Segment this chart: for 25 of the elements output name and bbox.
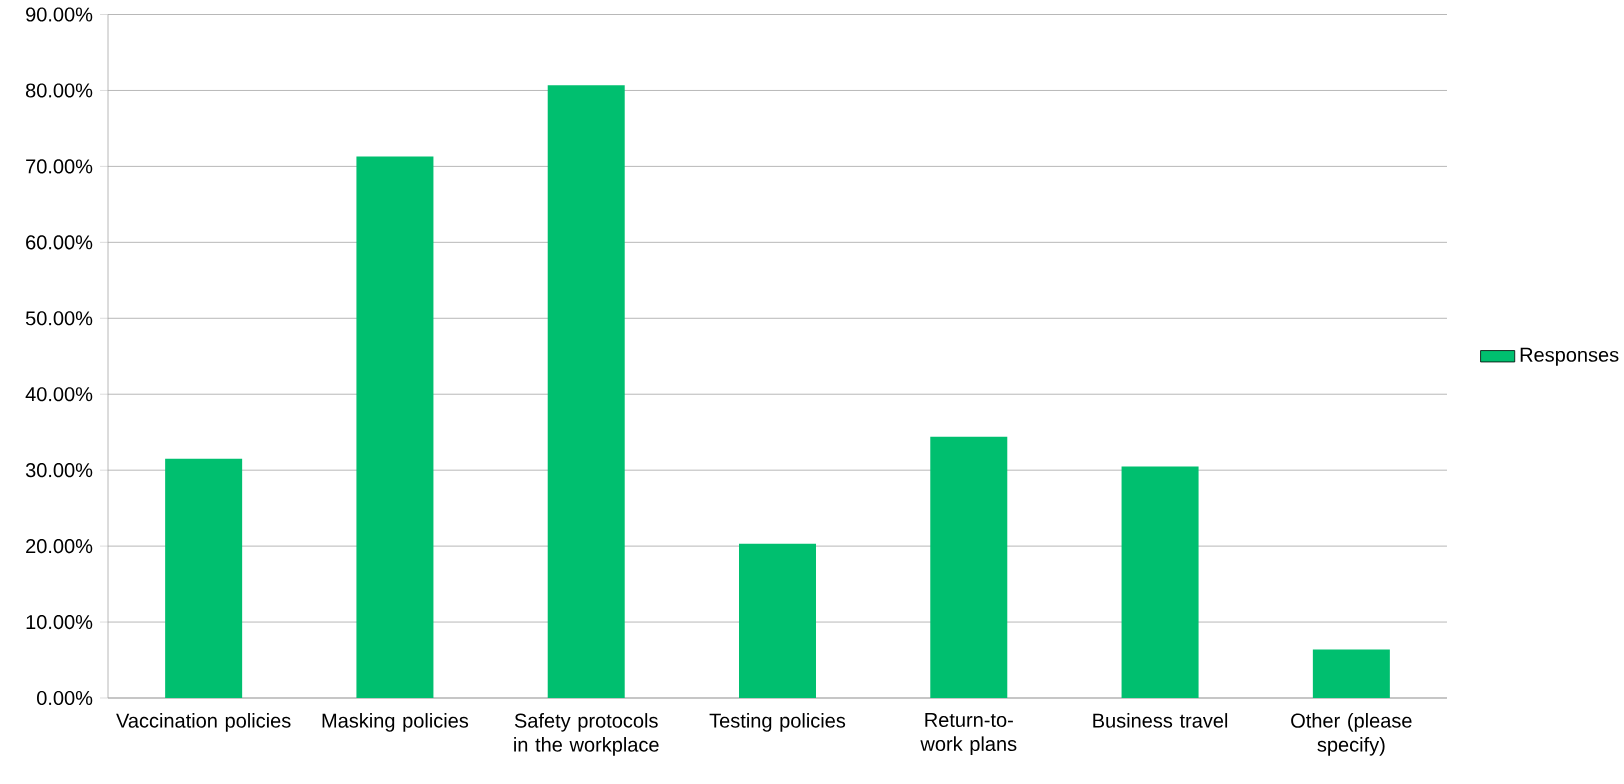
x-tick-label: Vaccination policies bbox=[116, 713, 291, 732]
y-tick-label: 70.00% bbox=[26, 159, 93, 174]
bar bbox=[547, 85, 625, 698]
x-tick-label: Safety protocols in the workplace bbox=[514, 713, 659, 756]
bar bbox=[165, 458, 243, 698]
y-tick-label: 30.00% bbox=[25, 463, 93, 478]
y-tick-label: 80.00% bbox=[25, 83, 93, 98]
bar bbox=[930, 436, 1008, 698]
x-tick-label: Business travel bbox=[1093, 713, 1228, 728]
bar bbox=[739, 543, 816, 698]
x-tick-label: Testing policies bbox=[709, 713, 846, 732]
x-tick-label: Other (please specify) bbox=[1291, 713, 1412, 756]
legend-label: Responses bbox=[1520, 347, 1619, 366]
y-tick-label: 90.00% bbox=[26, 7, 93, 22]
y-tick-label: 50.00% bbox=[25, 311, 93, 326]
bar bbox=[1121, 466, 1199, 698]
x-tick-label: Masking policies bbox=[322, 713, 469, 732]
x-tick-label: Return-to-work plans bbox=[920, 713, 1017, 755]
bar bbox=[1312, 649, 1390, 698]
y-tick-label: 20.00% bbox=[26, 539, 93, 554]
y-tick-label: 60.00% bbox=[26, 235, 93, 250]
bar bbox=[356, 156, 434, 698]
y-tick-label: 40.00% bbox=[25, 387, 93, 402]
y-tick-label: 0.00% bbox=[37, 690, 93, 706]
y-tick-label: 10.00% bbox=[26, 614, 93, 630]
